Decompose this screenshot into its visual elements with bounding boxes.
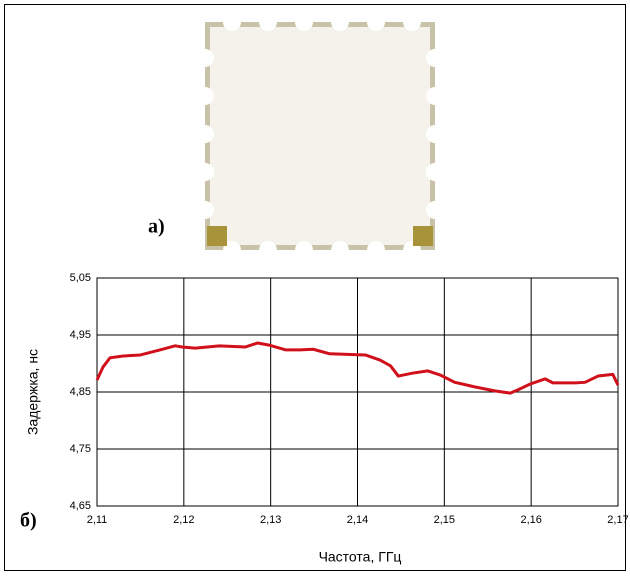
y-axis-label: Задержка, нс bbox=[25, 349, 41, 435]
x-tick-label: 2,11 bbox=[87, 514, 108, 526]
x-tick-label: 2,16 bbox=[520, 514, 541, 526]
panel-label: а) bbox=[148, 216, 165, 238]
y-tick-label: 4,95 bbox=[70, 329, 91, 341]
y-tick-label: 5,05 bbox=[70, 272, 91, 284]
x-tick-label: 2,13 bbox=[260, 514, 281, 526]
x-tick-label: 2,17 bbox=[607, 514, 628, 526]
component-photo bbox=[196, 13, 444, 259]
x-axis-label: Частота, ГГц bbox=[319, 549, 402, 565]
y-tick-label: 4,75 bbox=[70, 443, 91, 455]
x-tick-label: 2,12 bbox=[173, 514, 194, 526]
panel-label: б) bbox=[20, 510, 37, 532]
x-tick-label: 2,14 bbox=[347, 514, 368, 526]
data-line bbox=[95, 341, 620, 395]
y-tick-label: 4,65 bbox=[70, 500, 91, 512]
y-tick-label: 4,85 bbox=[70, 386, 91, 398]
x-tick-label: 2,15 bbox=[434, 514, 455, 526]
